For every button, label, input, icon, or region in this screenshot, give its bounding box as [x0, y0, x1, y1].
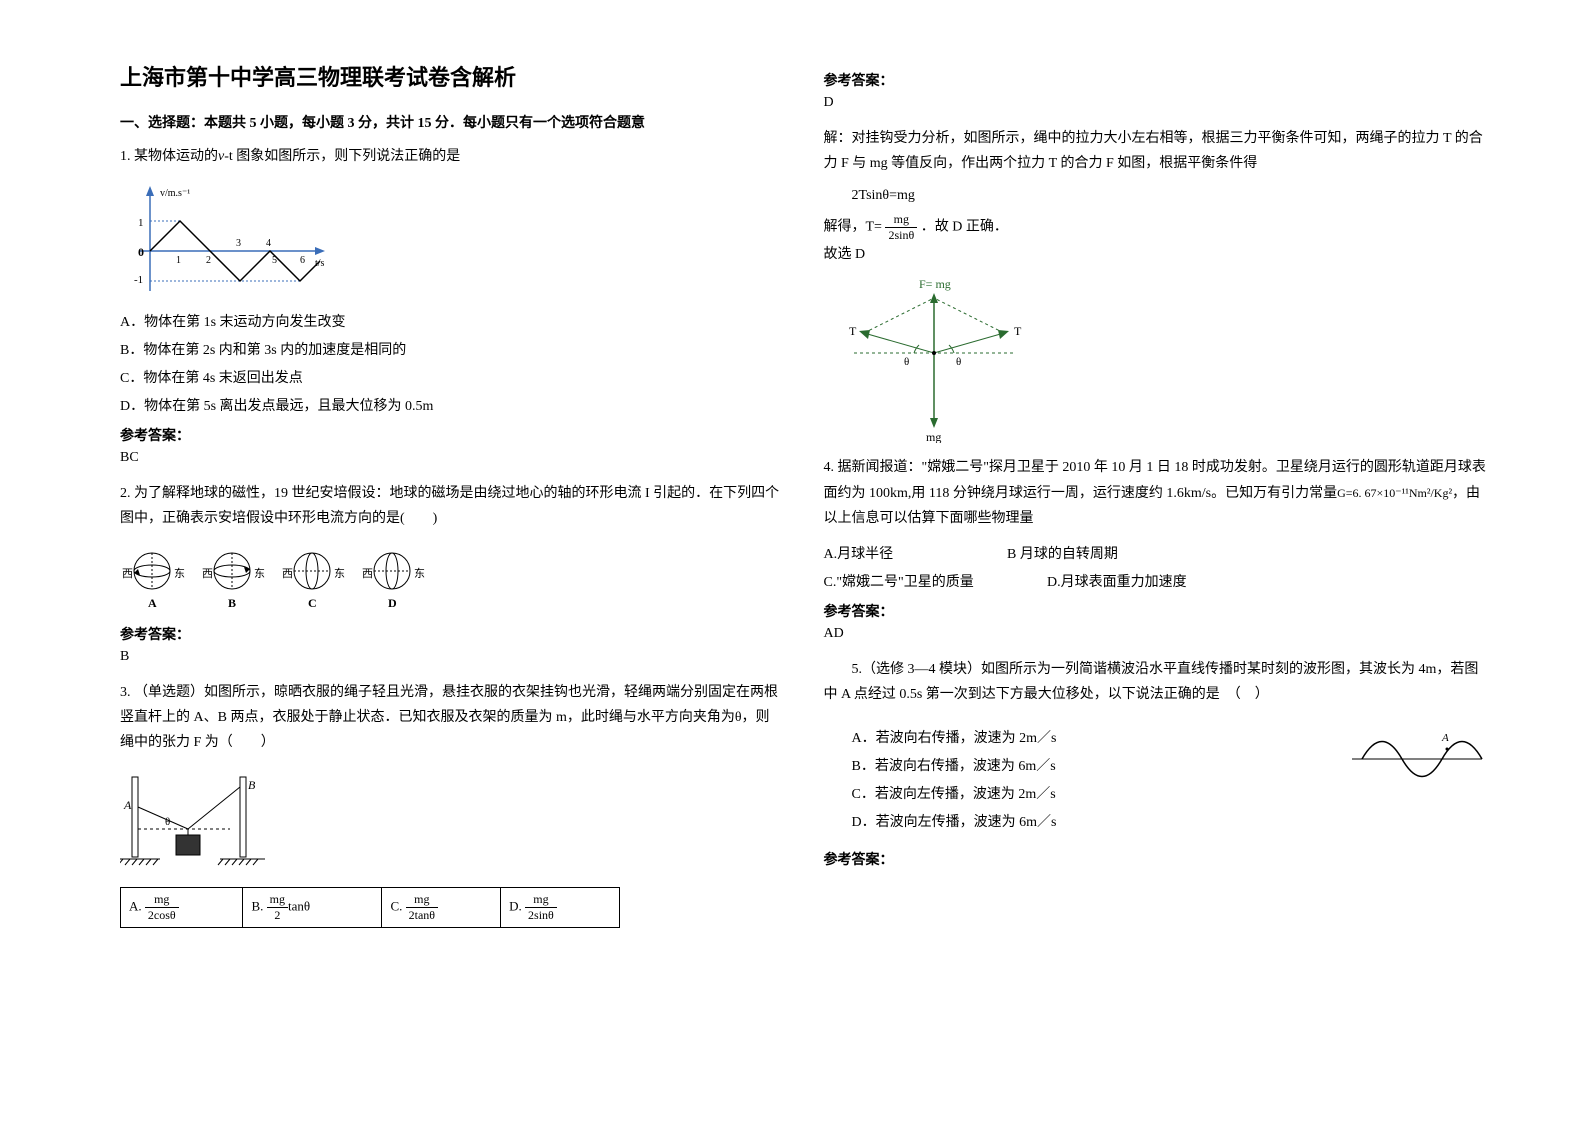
question-1: 1. 某物体运动的v-t 图象如图所示，则下列说法正确的是 [120, 144, 784, 169]
svg-text:西: 西 [362, 568, 373, 580]
svg-text:v/m.s⁻¹: v/m.s⁻¹ [160, 188, 190, 199]
q2-answer: B [120, 649, 784, 665]
q4-optA: A.月球半径 [824, 543, 1004, 563]
svg-text:西: 西 [122, 568, 133, 580]
q4-optC: C."嫦娥二号"卫星的质量 [824, 571, 1044, 591]
svg-text:θ: θ [956, 356, 961, 368]
question-3: 3. （单选题）如图所示，晾晒衣服的绳子轻且光滑，悬挂衣服的衣架挂钩也光滑，轻绳… [120, 680, 784, 756]
svg-text:T: T [1014, 324, 1022, 338]
svg-text:东: 东 [174, 567, 185, 580]
q1-optC: C．物体在第 4s 末返回出发点 [120, 367, 784, 387]
q3-optB-frac: mg2 [267, 892, 288, 923]
q1-optA: A．物体在第 1s 末运动方向发生改变 [120, 311, 784, 331]
svg-text:T: T [849, 324, 857, 338]
svg-text:B: B [248, 778, 256, 792]
svg-text:θ: θ [904, 356, 909, 368]
svg-text:B: B [228, 596, 236, 610]
svg-text:西: 西 [202, 568, 213, 580]
svg-text:东: 东 [414, 567, 425, 580]
q3-solve-frac: mg2sinθ [885, 212, 917, 243]
q1-stem-suffix: -t 图象如图所示，则下列说法正确的是 [224, 149, 460, 164]
q4-const: G=6. 67×10⁻¹¹Nm²/Kg² [1337, 486, 1452, 500]
q4-optCD: C."嫦娥二号"卫星的质量 D.月球表面重力加速度 [824, 571, 1488, 591]
q1-answer: BC [120, 450, 784, 466]
q3-cell-D: D. mg2sinθ [501, 888, 620, 928]
q5-wave-figure: A [1347, 719, 1487, 804]
svg-text:A: A [123, 798, 132, 812]
section-heading: 一、选择题：本题共 5 小题，每小题 3 分，共计 15 分．每小题只有一个选项… [120, 112, 784, 132]
q1-answer-label: 参考答案： [120, 425, 784, 445]
svg-text:t/s: t/s [315, 258, 325, 269]
q4-optD: D.月球表面重力加速度 [1047, 575, 1187, 590]
svg-text:6: 6 [300, 255, 305, 266]
q3-cell-B: B. mg2tanθ [243, 888, 382, 928]
q3-solve-prefix: 解得，T= [824, 220, 882, 235]
svg-text:-1: -1 [134, 274, 143, 286]
q4-answer: AD [824, 626, 1488, 642]
q3-optD-label: D. [509, 899, 522, 914]
q3-cell-C: C. mg2tanθ [382, 888, 501, 928]
q3-solve-line: 解得，T= mg2sinθ ．故 D 正确． [824, 212, 1488, 243]
q3-options-table: A. mg2cosθ B. mg2tanθ C. mg2tanθ D. mg2s… [120, 887, 620, 928]
svg-text:0: 0 [138, 245, 144, 259]
q1-optD: D．物体在第 5s 离出发点最远，且最大位移为 0.5m [120, 395, 784, 415]
svg-text:3: 3 [236, 238, 241, 249]
right-column: 参考答案： D 解：对挂钩受力分析，如图所示，绳中的拉力大小左右相等，根据三力平… [804, 60, 1508, 1082]
svg-text:θ: θ [165, 816, 170, 828]
q4-optB: B 月球的自转周期 [1007, 547, 1118, 562]
svg-text:A: A [1441, 732, 1449, 744]
q3-conclude: 故选 D [824, 243, 1488, 263]
q3-optC-label: C. [390, 899, 402, 914]
q3-figure: A B θ [120, 767, 784, 877]
svg-text:东: 东 [254, 567, 265, 580]
svg-text:东: 东 [334, 567, 345, 580]
left-column: 上海市第十中学高三物理联考试卷含解析 一、选择题：本题共 5 小题，每小题 3 … [100, 60, 804, 1082]
q1-stem-prefix: 1. 某物体运动的 [120, 149, 218, 164]
q4-answer-label: 参考答案： [824, 601, 1488, 621]
svg-text:A: A [148, 596, 157, 610]
svg-text:1: 1 [176, 255, 181, 266]
svg-text:2: 2 [206, 255, 211, 266]
svg-text:F= mg: F= mg [919, 277, 951, 291]
svg-text:4: 4 [266, 238, 271, 249]
q3-answer: D [824, 95, 1488, 111]
svg-text:mg: mg [926, 430, 941, 443]
svg-text:西: 西 [282, 568, 293, 580]
q3-explain: 解：对挂钩受力分析，如图所示，绳中的拉力大小左右相等，根据三力平衡条件可知，两绳… [824, 126, 1488, 176]
q3-force-diagram: F= mg T T θ θ mg [824, 273, 1488, 443]
page-title: 上海市第十中学高三物理联考试卷含解析 [120, 60, 784, 92]
svg-text:1: 1 [138, 217, 144, 229]
svg-text:C: C [308, 596, 317, 610]
q2-figures: 西 东 A 西 东 B 西 东 [120, 544, 784, 614]
q1-vt-graph: v/m.s⁻¹ t/s 1 0 -1 1 2 3 4 5 6 [120, 181, 784, 301]
q3-cell-A: A. mg2cosθ [121, 888, 243, 928]
q2-answer-label: 参考答案： [120, 624, 784, 644]
q3-answer-label: 参考答案： [824, 70, 1488, 90]
question-2: 2. 为了解释地球的磁性，19 世纪安培假设：地球的磁场是由绕过地心的轴的环形电… [120, 481, 784, 531]
q1-optB: B．物体在第 2s 内和第 3s 内的加速度是相同的 [120, 339, 784, 359]
q3-optB-label: B. [251, 899, 263, 914]
q3-optA-frac: mg2cosθ [145, 892, 179, 923]
q3-optD-frac: mg2sinθ [525, 892, 557, 923]
question-5: 5.（选修 3—4 模块）如图所示为一列简谐横波沿水平直线传播时某时刻的波形图，… [824, 657, 1488, 707]
q5-answer-label: 参考答案： [824, 849, 1488, 869]
svg-text:D: D [388, 596, 397, 610]
q4-optAB: A.月球半径 B 月球的自转周期 [824, 543, 1488, 563]
q3-optC-frac: mg2tanθ [406, 892, 438, 923]
q3-optB-tan: tanθ [288, 899, 310, 914]
q3-optA-label: A. [129, 899, 142, 914]
q3-eq1: 2Tsinθ=mg [824, 188, 1488, 204]
q5-optD: D．若波向左传播，波速为 6m／s [824, 811, 1488, 831]
question-4: 4. 据新闻报道："嫦娥二号"探月卫星于 2010 年 10 月 1 日 18 … [824, 455, 1488, 531]
q3-solve-suffix: ．故 D 正确． [921, 220, 1008, 235]
